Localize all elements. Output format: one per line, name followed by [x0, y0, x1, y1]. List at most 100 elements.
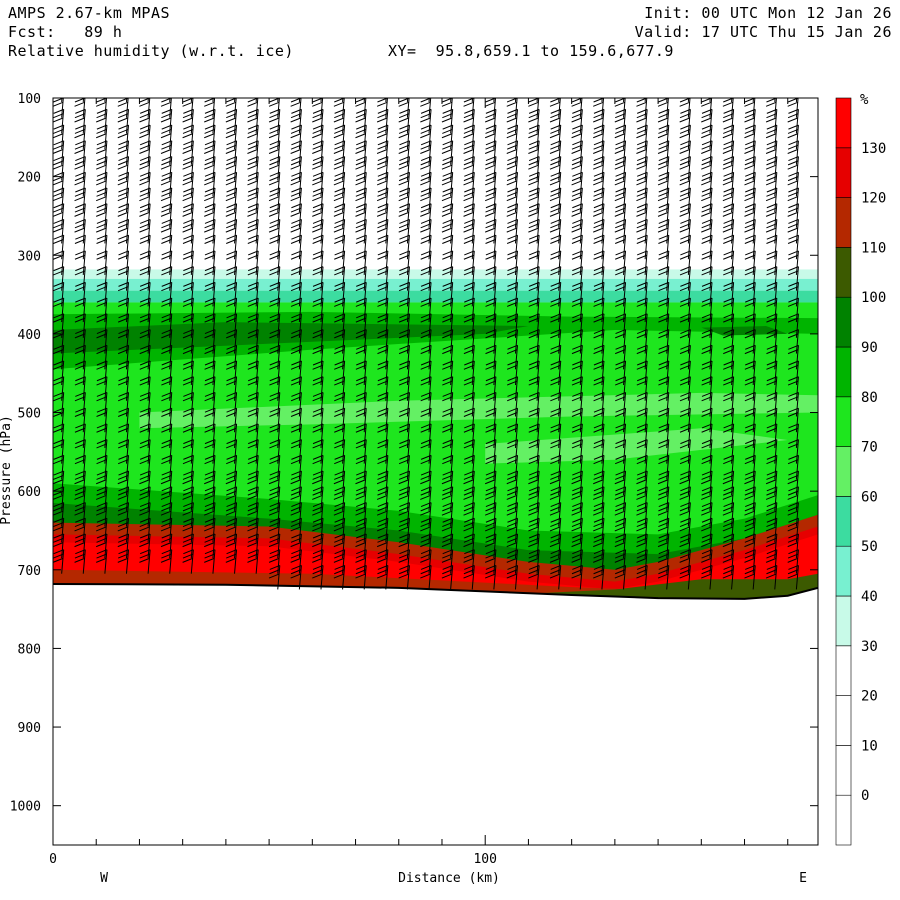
- colorbar-bin: [835, 396, 852, 447]
- wind-barb: [506, 486, 519, 511]
- wind-barb: [290, 376, 302, 401]
- wind-barb: [161, 234, 173, 260]
- wind-barb: [182, 108, 194, 134]
- wind-barb: [463, 187, 475, 213]
- wind-barb: [636, 470, 648, 496]
- wind-barb: [398, 360, 410, 386]
- wind-barb: [355, 266, 367, 291]
- wind-barb: [593, 454, 605, 480]
- wind-barb: [744, 407, 756, 433]
- wind-barb: [376, 203, 389, 228]
- y-tick-label: 400: [18, 328, 41, 343]
- wind-barb: [74, 140, 86, 165]
- wind-barb: [117, 470, 130, 496]
- wind-barb: [766, 344, 778, 370]
- wind-barb: [701, 564, 713, 590]
- wind-barb: [225, 124, 238, 150]
- wind-barb: [377, 439, 389, 464]
- wind-barb: [160, 502, 173, 527]
- wind-barb: [225, 98, 237, 118]
- wind-barb: [117, 486, 130, 511]
- wind-barb: [615, 360, 627, 386]
- wind-barb: [312, 250, 324, 275]
- wind-barb: [139, 439, 151, 464]
- wind-barb: [701, 549, 713, 574]
- wind-barb: [355, 360, 367, 386]
- wind-barb: [722, 140, 735, 165]
- wind-barb: [463, 486, 475, 511]
- wind-barb: [182, 549, 194, 574]
- wind-barb: [225, 470, 238, 496]
- wind-barb: [398, 266, 410, 291]
- wind-barb: [333, 108, 346, 134]
- wind-barb: [484, 517, 497, 543]
- wind-barb: [95, 470, 108, 496]
- wind-barb: [377, 329, 389, 354]
- wind-barb: [204, 234, 216, 260]
- wind-barb: [53, 360, 65, 386]
- wind-barb: [528, 329, 540, 354]
- wind-barb: [787, 564, 799, 590]
- wind-barb: [139, 549, 151, 574]
- wind-barb: [723, 376, 735, 401]
- wind-barb: [701, 203, 713, 228]
- wind-barb: [204, 376, 216, 401]
- wind-barb: [441, 203, 454, 228]
- wind-barb: [615, 344, 627, 370]
- wind-barb: [484, 203, 497, 228]
- wind-barb: [74, 234, 86, 260]
- wind-barb: [96, 376, 108, 401]
- wind-barb: [722, 564, 735, 590]
- rh-band-60-70-low: [485, 428, 788, 464]
- wind-barb: [571, 219, 583, 244]
- wind-barb: [571, 98, 583, 118]
- wind-barb: [615, 313, 627, 338]
- wind-barb: [355, 187, 367, 213]
- wind-barb: [268, 549, 281, 574]
- wind-barb: [420, 108, 432, 134]
- wind-barb: [484, 470, 497, 496]
- y-tick-label: 100: [18, 92, 41, 107]
- wind-barb: [204, 502, 216, 527]
- wind-barb: [441, 502, 454, 527]
- wind-barb: [74, 502, 86, 527]
- wind-barb: [723, 234, 735, 260]
- wind-barb: [657, 108, 670, 134]
- wind-barb: [117, 454, 130, 480]
- wind-barb: [117, 329, 130, 354]
- wind-barb: [355, 470, 367, 496]
- wind-barb: [441, 486, 454, 511]
- wind-barb: [701, 266, 713, 291]
- wind-barb: [463, 360, 475, 386]
- wind-barb: [593, 219, 605, 244]
- wind-barb: [355, 281, 367, 307]
- wind-barb: [161, 344, 173, 370]
- wind-barb: [334, 376, 346, 401]
- wind-barb: [420, 376, 432, 401]
- wind-barb: [398, 98, 410, 118]
- wind-barb: [355, 376, 367, 401]
- wind-barb: [247, 187, 259, 213]
- wind-barb: [658, 329, 670, 354]
- wind-barb: [139, 266, 151, 291]
- wind-barb: [593, 344, 605, 370]
- wind-barb: [204, 98, 216, 118]
- wind-barb: [333, 549, 346, 574]
- wind-barb: [593, 281, 605, 307]
- wind-barb: [787, 187, 799, 213]
- wind-barb: [247, 171, 259, 197]
- wind-barb: [247, 297, 259, 323]
- wind-barb: [226, 454, 238, 480]
- wind-barb: [376, 533, 389, 559]
- wind-barb: [161, 281, 173, 307]
- wind-barb: [334, 266, 346, 291]
- wind-barb: [377, 313, 389, 338]
- wind-barb: [506, 329, 519, 354]
- wind-barb: [528, 297, 540, 323]
- wind-barb: [593, 297, 605, 323]
- wind-barb: [658, 407, 670, 433]
- wind-barb: [53, 549, 65, 574]
- wind-barb: [636, 98, 648, 118]
- wind-barb: [420, 329, 432, 354]
- wind-barb: [139, 156, 151, 181]
